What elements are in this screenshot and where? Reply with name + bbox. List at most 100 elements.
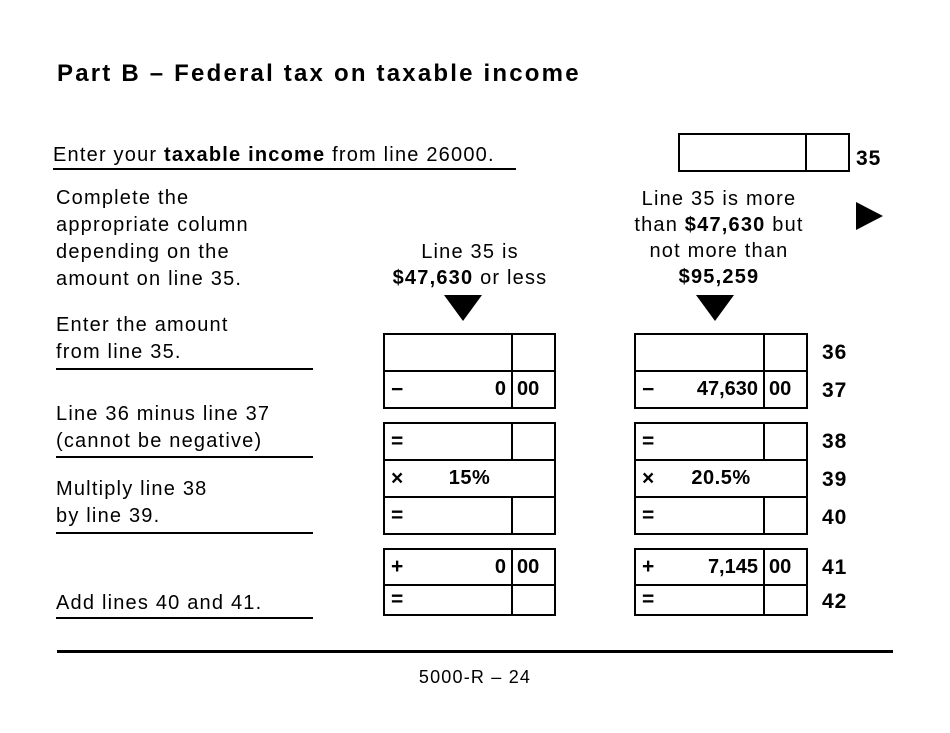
column2-header-line1: Line 35 is more [641,188,797,210]
rule-underline [56,617,313,619]
line35-instruction-post: from line 26000. [325,144,495,166]
cents-cell[interactable] [513,424,554,459]
line-number-37: 37 [822,379,848,402]
dollar-cell[interactable]: = [385,424,513,459]
cents-cell: 00 [513,550,554,584]
intro-line: amount on line 35. [56,268,243,290]
line42-col2-field[interactable]: = [636,584,806,614]
line35-instruction-pre: Enter your [53,144,165,166]
column1-threshold: $47,630 [392,267,474,289]
dollar-cell: +0 [385,550,513,584]
dollar-cell[interactable]: = [636,498,765,533]
label-line: (cannot be negative) [56,430,263,452]
cents-cell: 00 [765,372,806,407]
col2-group-36-37: − 47,630 00 [634,333,808,409]
column2-header: Line 35 is more than $47,630 but not mor… [588,186,850,290]
dollar-cell[interactable] [636,335,765,370]
line-number-38: 38 [822,430,848,453]
line-number-39: 39 [822,468,848,491]
cents-cell[interactable] [513,586,554,614]
minus-operator: − [391,377,404,401]
cents-cell[interactable] [513,498,554,533]
dollar-cell: −0 [385,372,513,407]
dollar-cell[interactable]: = [385,498,513,533]
line36-col2-field[interactable] [636,335,806,370]
line-number-40: 40 [822,506,848,529]
line36-col1-field[interactable] [385,335,554,370]
plus-operator: + [642,555,655,578]
line37-col2-field: − 47,630 00 [636,370,806,407]
cents-value: 00 [769,555,792,578]
down-arrow-icon [444,295,482,321]
minus-operator: − [642,377,655,401]
label-line: Enter the amount [56,314,229,336]
column1-header-line1: Line 35 is [421,241,519,263]
label-line: from line 35. [56,341,182,363]
cents-value: 00 [769,378,792,400]
column2-threshold-high: $95,259 [678,266,760,288]
cents-cell: 00 [513,372,554,407]
line38-col1-field[interactable]: = [385,424,554,459]
page-footer: 5000-R – 24 [418,667,532,687]
rule-underline-line35 [53,168,516,170]
line35-instruction-bold: taxable income [164,144,326,166]
label-line: Add lines 40 and 41. [56,592,263,614]
line41-col1-field: +0 00 [385,550,554,584]
footer-divider [57,650,893,653]
label-line: by line 39. [56,505,161,527]
column1-header: Line 35 is $47,630 or less [355,239,585,291]
column2-header-line4: $95,259 [588,264,850,290]
cents-cell[interactable] [765,586,806,614]
rate-value: 20.5% [691,467,751,489]
label-line: Multiply line 38 [56,478,208,500]
column2-header-line3: not more than [649,240,789,262]
line37-col1-field: −0 00 [385,370,554,407]
cents-cell[interactable] [807,135,848,170]
intro-line: Complete the [56,187,190,209]
cents-cell[interactable] [765,498,806,533]
dollar-cell: − 47,630 [636,372,765,407]
label-enter-amount: Enter the amount from line 35. [56,312,229,366]
line-number-41: 41 [822,556,848,579]
right-arrow-icon [856,202,883,230]
line-number-42: 42 [822,590,848,613]
dollar-cell[interactable]: = [385,586,513,614]
cents-cell[interactable] [765,424,806,459]
col2-group-41-42: +7,145 00 = [634,548,808,616]
intro-line: appropriate column [56,214,249,236]
line40-col2-field[interactable]: = [636,496,806,533]
dollar-cell[interactable] [680,135,807,170]
multiply-operator: × [642,466,655,490]
equals-operator: = [391,588,404,611]
line38-col2-field[interactable]: = [636,424,806,459]
equals-operator: = [642,588,655,611]
dollar-value: 47,630 [696,378,758,400]
dollar-value: 0 [494,378,506,400]
dollar-value: 7,145 [707,555,758,578]
col1-group-41-42: +0 00 = [383,548,556,616]
rate-value: 15% [448,467,491,489]
col1-group-36-37: −0 00 [383,333,556,409]
column2-threshold-low: $47,630 [684,214,766,236]
label-line36-minus-37: Line 36 minus line 37 (cannot be negativ… [56,401,270,455]
cents-cell[interactable] [765,335,806,370]
rule-underline [56,456,313,458]
dollar-cell[interactable]: = [636,586,765,614]
cents-cell: 00 [765,550,806,584]
line42-col1-field[interactable]: = [385,584,554,614]
line-number-36: 36 [822,341,848,364]
rule-underline [56,368,313,370]
column1-suffix: or less [473,267,548,289]
line35-field[interactable] [680,135,848,170]
dollar-cell[interactable] [385,335,513,370]
dollar-cell: +7,145 [636,550,765,584]
dollar-cell[interactable]: = [636,424,765,459]
cents-value: 00 [517,555,540,578]
line35-entry-box[interactable] [678,133,850,172]
page-title: Part B – Federal tax on taxable income [57,60,581,87]
label-add-lines: Add lines 40 and 41. [56,590,262,617]
column2-pre: than [634,214,685,236]
cents-cell[interactable] [513,335,554,370]
line40-col1-field[interactable]: = [385,496,554,533]
